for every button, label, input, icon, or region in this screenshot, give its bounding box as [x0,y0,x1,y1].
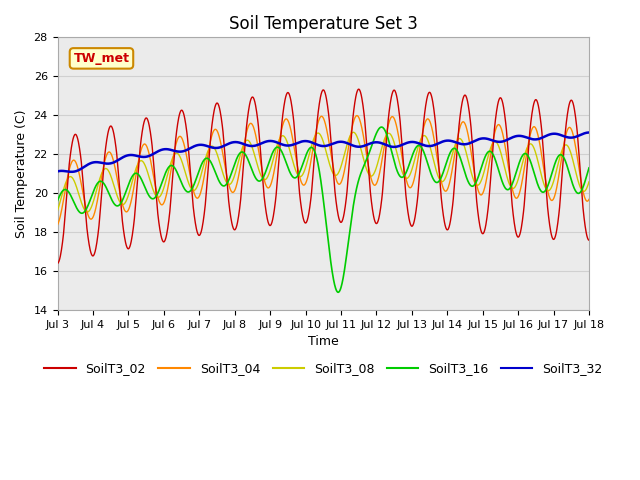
Legend: SoilT3_02, SoilT3_04, SoilT3_08, SoilT3_16, SoilT3_32: SoilT3_02, SoilT3_04, SoilT3_08, SoilT3_… [39,357,607,380]
Y-axis label: Soil Temperature (C): Soil Temperature (C) [15,109,28,238]
Title: Soil Temperature Set 3: Soil Temperature Set 3 [229,15,418,33]
X-axis label: Time: Time [308,336,339,348]
Text: TW_met: TW_met [74,52,129,65]
